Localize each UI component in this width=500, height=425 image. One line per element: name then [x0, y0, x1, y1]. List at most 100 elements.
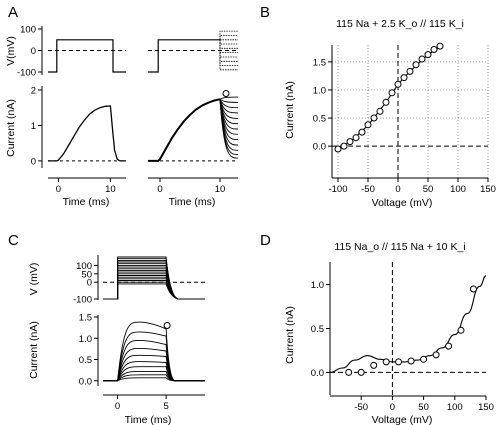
a-left-current-x-tick-label: 0 [56, 184, 61, 195]
c-current-y-tick-label: 0.0 [79, 376, 92, 387]
c-current-y-tick-label: 0.5 [79, 355, 92, 366]
a-right-voltage-step [219, 39, 238, 71]
d-chart-data-point [445, 342, 453, 350]
c-current-x-tick-label: 5 [163, 401, 168, 412]
d-chart-data-point [432, 351, 440, 359]
c-current-y-tick-label: 1.5 [79, 313, 92, 324]
b-chart-data-point [364, 121, 372, 129]
b-chart-x-tick-label: 100 [450, 184, 466, 195]
a-left-voltage-y-tick-label: -100 [17, 68, 36, 79]
c-current-trace [103, 321, 205, 382]
d-chart-data-point [420, 355, 428, 363]
b-chart-data-point [400, 74, 408, 82]
c-current-trace [103, 370, 205, 382]
c-voltage-y-tick-label: -100 [73, 295, 92, 306]
b-chart-y-axis-label: Current (nA) [284, 81, 296, 139]
a-left-voltage-y-tick-label: 0 [31, 46, 36, 57]
b-chart-title: 115 Na + 2.5 K_o // 115 K_i [336, 18, 464, 30]
b-chart-data-point [418, 55, 426, 63]
b-chart-data-point [424, 51, 432, 59]
c-voltage-step [103, 271, 205, 300]
c-voltage-y-tick-label: 0 [87, 278, 92, 289]
c-voltage-step [103, 259, 205, 300]
b-chart-data-point [382, 98, 390, 106]
b-chart-data-point [340, 142, 348, 150]
b-chart-x-tick-label: -100 [328, 184, 347, 195]
d-chart-data-point [357, 368, 365, 376]
b-chart-data-point [346, 138, 354, 146]
panel-c-current: 0.0 0.5 1.0 1.5 Current (nA) 0 5 Time (ms) [28, 313, 205, 425]
d-chart-y-axis-label: Current (nA) [284, 306, 296, 364]
b-chart-data-point [376, 107, 384, 115]
d-chart-x-tick-label: -50 [354, 402, 368, 413]
c-current-x-tick-label: 0 [115, 401, 120, 412]
d-chart-x-tick-label: 50 [418, 402, 429, 413]
c-current-trace [103, 374, 205, 382]
d-chart-title: 115 Na_o // 115 Na + 10 K_i [334, 241, 465, 253]
d-chart-data-point [370, 361, 378, 369]
panel-label-d: D [260, 232, 271, 249]
c-current-y-tick-label: 1.0 [79, 334, 92, 345]
panel-label-c: C [8, 232, 19, 249]
d-chart-x-tick-label: 100 [447, 402, 463, 413]
d-chart-fit-line [329, 275, 487, 373]
b-chart-data-point [406, 67, 414, 75]
c-voltage-y-axis-label: V (mV) [28, 263, 40, 296]
d-chart-data-point [382, 358, 390, 366]
b-chart-x-tick-label: 0 [395, 184, 400, 195]
a-left-voltage-trace [48, 39, 126, 73]
a-right-current-x-tick-label: 0 [157, 184, 162, 195]
c-current-trace [103, 339, 205, 382]
a-left-current-y-axis-label: Current (nA) [5, 99, 17, 157]
panel-label-a: A [8, 4, 18, 21]
d-chart-data-point [345, 368, 353, 376]
c-voltage-step [103, 281, 205, 300]
b-chart-data-point [334, 145, 342, 153]
a-left-current-x-tick-label: 10 [105, 184, 116, 195]
d-chart-y-tick-label: 0.0 [311, 368, 324, 379]
d-chart-x-tick-label: 150 [478, 402, 494, 413]
c-current-trace [103, 377, 205, 382]
a-right-voltage-step [219, 39, 238, 45]
b-chart-y-tick-label: 0.0 [313, 142, 326, 153]
b-chart-data-point [394, 80, 402, 88]
d-chart-x-tick-label: 0 [390, 402, 395, 413]
d-chart-data-point [457, 326, 465, 334]
c-current-trace [103, 354, 205, 382]
b-chart-data-point [370, 114, 378, 122]
d-chart-data-point [470, 285, 477, 293]
a-right-current-marker [222, 90, 230, 97]
panel-b-iv-chart: 115 Na + 2.5 K_o // 115 K_i 0.0 0.5 1.0 1.5 C… [284, 18, 496, 209]
panel-label-b: B [260, 4, 270, 21]
a-left-current-y-tick-label: 2 [31, 86, 36, 97]
b-chart-data-point [352, 134, 360, 142]
c-current-y-axis-label: Current (nA) [28, 321, 40, 379]
b-chart-x-axis-label: Voltage (mV) [372, 197, 433, 209]
b-chart-x-tick-label: -50 [361, 184, 375, 195]
d-chart-y-tick-label: 0.5 [311, 324, 324, 335]
a-right-current-tail [219, 98, 239, 103]
b-chart-data-point [412, 61, 420, 69]
b-chart-data-point [436, 42, 444, 50]
c-voltage-step [103, 283, 205, 300]
b-chart-data-point [430, 46, 438, 53]
c-current-trace [103, 361, 205, 382]
d-chart-data-point [395, 358, 403, 366]
b-chart-x-tick-label: 150 [480, 184, 496, 195]
a-right-current-tail [219, 99, 239, 109]
a-left-current-y-tick-label: 1 [31, 121, 36, 132]
a-right-current-x-axis-label: Time (ms) [169, 196, 216, 208]
c-current-x-axis-label: Time (ms) [125, 414, 172, 425]
b-chart-data-point [388, 89, 396, 97]
c-voltage-y-tick-label: 50 [81, 269, 92, 280]
a-right-current-tail [219, 96, 239, 100]
b-chart-y-tick-label: 1.5 [313, 57, 326, 68]
a-right-voltage-trace [148, 39, 220, 73]
c-voltage-step [103, 269, 205, 300]
a-left-current-x-axis-label: Time (ms) [63, 196, 110, 208]
b-chart-data-point [358, 128, 366, 136]
